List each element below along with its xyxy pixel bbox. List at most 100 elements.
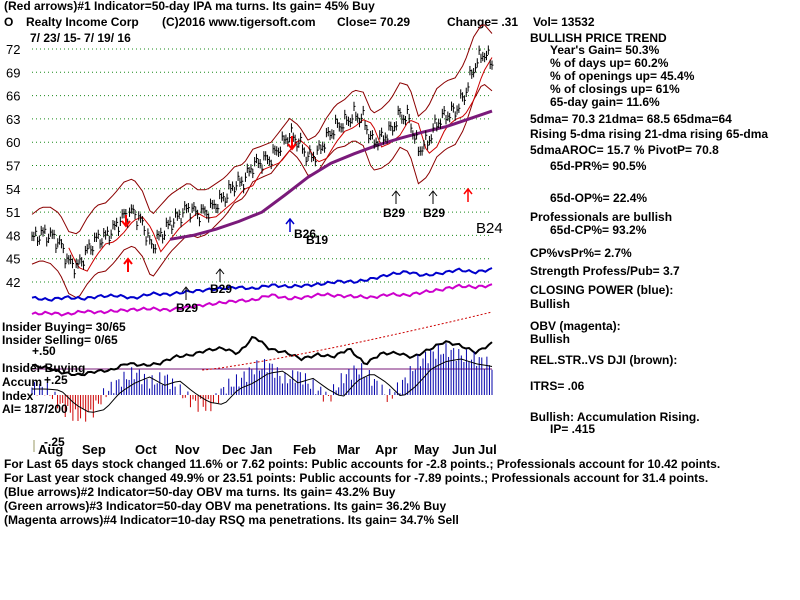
accum-ma-line: [32, 358, 493, 413]
signal-label-b29: B29: [176, 301, 199, 315]
price-axis-ticks: 72 69 66 63 60 57 54 51 48 45 42: [6, 42, 20, 290]
price-tick-label: 69: [6, 65, 20, 80]
month-label: Oct: [135, 442, 157, 457]
accum-note: Bullish: Accumulation Rising.: [530, 410, 700, 424]
header-copyright: (C)2016 www.tigersoft.com: [162, 15, 316, 29]
relstr-title: REL.STR..VS DJI (brown):: [530, 353, 678, 367]
indicator-lines: [31, 267, 493, 377]
footer-line-blue-arrows: (Blue arrows)#2 Indicator=50-day OBV ma …: [4, 485, 396, 499]
accumulation-histogram: [31, 343, 493, 422]
price-tick-label: 54: [6, 182, 20, 197]
signal-label-b19: B19: [306, 233, 329, 247]
footer-line-green-arrows: (Green arrows)#3 Indicator=50-day OBV ma…: [4, 499, 447, 513]
accum-plus50: +.50: [32, 344, 56, 358]
ma-line-group: [169, 109, 493, 241]
month-label: May: [414, 442, 440, 457]
closing-power-value: Bullish: [530, 297, 571, 311]
month-axis: Aug Sep Oct Nov Dec Jan Feb Mar Apr May Jun Jul: [38, 442, 497, 457]
signal-label-b29: B29: [383, 206, 406, 220]
relative-strength-line: [31, 335, 493, 377]
price-gridlines: [32, 48, 492, 452]
price-bars: [31, 45, 494, 279]
signal-label-b29: B29: [423, 206, 446, 220]
dma-values: 5dma= 70.3 21dma= 68.5 65dma=64: [530, 112, 732, 126]
cp-vs-pr: CP%vsPr%= 2.7%: [530, 246, 632, 260]
insider-buying: Insider Buying= 30/65: [2, 320, 126, 334]
obv-line: [31, 283, 493, 317]
footer-line-year: For Last year stock changed 49.9% or 23.…: [4, 471, 709, 485]
price-bands: [31, 24, 493, 299]
footer-line-magenta-arrows: (Magenta arrows)#4 Indicator=10-day RSQ …: [4, 513, 459, 527]
signal-label-b26: B26: [294, 227, 317, 241]
closings-up: % of closings up= 61%: [550, 82, 680, 96]
gain-65: 65-day gain= 11.6%: [550, 95, 660, 109]
lower-band-line: [31, 84, 493, 299]
red-arrow-icon: [463, 187, 473, 202]
rising-dma: Rising 5-dma rising 21-dma rising 65-dma: [530, 127, 769, 141]
trend-line: [202, 311, 493, 371]
blue-arrow-icon: [285, 217, 295, 232]
professionals-note: Professionals are bullish: [530, 210, 673, 224]
obv-value: Bullish: [530, 332, 571, 346]
red-arrow-icon: [287, 136, 297, 151]
signal-arrows: [121, 136, 473, 300]
month-label: Dec: [222, 442, 246, 457]
insider-selling: Insider Selling= 0/65: [2, 333, 118, 347]
month-label: Nov: [175, 442, 200, 457]
upper-band-line: [31, 24, 493, 235]
index-label: Index: [2, 389, 34, 403]
month-label: Apr: [375, 442, 397, 457]
cp65: 65d-CP%= 93.2%: [550, 223, 647, 237]
ma65-line: [169, 109, 493, 241]
month-label: Jul: [478, 442, 497, 457]
header-ticker: O: [4, 15, 14, 29]
month-label: Jun: [452, 442, 475, 457]
header-volume: Vol= 13532: [533, 15, 595, 29]
signal-label-b24: B24: [476, 220, 503, 237]
black-arrow-icon: [391, 190, 401, 204]
obv-title: OBV (magenta):: [530, 319, 621, 333]
black-arrow-icon: [428, 190, 438, 204]
accum-label: Accum: [2, 375, 43, 389]
price-tick-label: 48: [6, 228, 20, 243]
black-arrow-icon: [181, 286, 191, 300]
closing-power-line: [31, 267, 493, 302]
itrs-value: ITRS= .06: [530, 379, 585, 393]
header-change: Change= .31: [447, 15, 519, 29]
pr65: 65d-PR%= 90.5%: [550, 159, 647, 173]
op65: 65d-OP%= 22.4%: [550, 191, 648, 205]
accum-minus25: -.25: [44, 435, 65, 449]
price-tick-label: 63: [6, 112, 20, 127]
ip-value: IP= .415: [550, 422, 596, 436]
month-label: Sep: [82, 442, 106, 457]
openings-up: % of openings up= 45.4%: [550, 69, 695, 83]
header-company: Realty Income Corp: [26, 15, 139, 29]
closing-power-title: CLOSING POWER (blue):: [530, 283, 674, 297]
header-indicator-line: (Red arrows)#1 Indicator=50-day IPA ma t…: [4, 0, 375, 13]
month-label: Aug: [38, 442, 63, 457]
month-label: Feb: [293, 442, 316, 457]
insider-buying-2: Insider Buying: [2, 361, 86, 375]
days-up: % of days up= 60.2%: [550, 56, 669, 70]
price-tick-label: 51: [6, 205, 20, 220]
red-arrow-icon: [121, 215, 131, 228]
aroc-pivot: 5dmaAROC= 15.7 % PivotP= 70.8: [530, 143, 719, 157]
short-ma-line: [68, 57, 493, 272]
years-gain: Year's Gain= 50.3%: [550, 43, 660, 57]
price-tick-label: 66: [6, 89, 20, 104]
price-tick-label: 57: [6, 159, 20, 174]
header-date-range: 7/ 23/ 15- 7/ 19/ 16: [30, 31, 131, 45]
signal-label-b29: B29: [210, 282, 233, 296]
price-tick-label: 60: [6, 135, 20, 150]
black-arrow-icon: [215, 268, 225, 282]
price-tick-label: 72: [6, 42, 20, 57]
ai-value: AI= 187/200: [2, 402, 68, 416]
red-arrow-icon: [123, 257, 133, 272]
footer-line-65day: For Last 65 days stock changed 11.6% or …: [4, 457, 721, 471]
price-tick-label: 42: [6, 275, 20, 290]
header-close: Close= 70.29: [337, 15, 411, 29]
month-label: Mar: [337, 442, 360, 457]
accum-plus25: +.25: [44, 373, 68, 387]
strength-ratio: Strength Profess/Pub= 3.7: [530, 264, 680, 278]
